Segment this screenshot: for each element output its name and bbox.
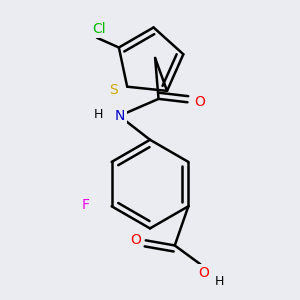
Text: Cl: Cl xyxy=(92,22,106,36)
Text: O: O xyxy=(194,95,205,109)
Text: F: F xyxy=(82,197,90,212)
Text: H: H xyxy=(214,275,224,288)
Text: S: S xyxy=(109,83,118,97)
Text: O: O xyxy=(130,233,141,247)
Text: O: O xyxy=(198,266,209,280)
Text: N: N xyxy=(114,109,124,123)
Text: H: H xyxy=(94,108,104,121)
